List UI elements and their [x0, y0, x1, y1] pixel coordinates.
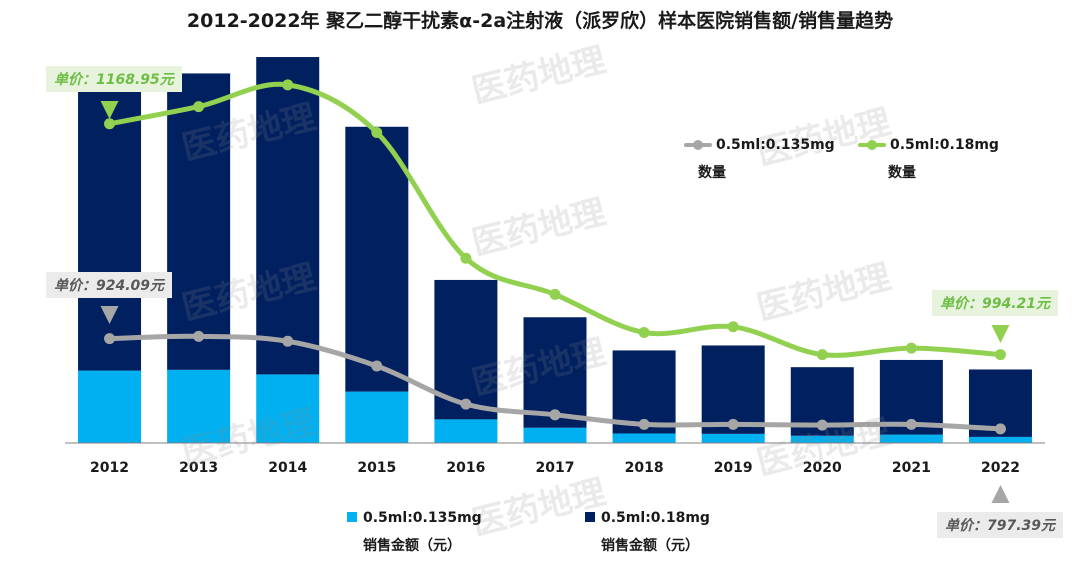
x-tick-label: 2020	[803, 460, 842, 476]
point-small-2012	[104, 333, 116, 345]
point-large-2015	[371, 126, 383, 138]
bar-small-2013	[167, 369, 231, 443]
arrow-down-icon	[100, 101, 119, 119]
x-tick-label: 2022	[981, 460, 1020, 476]
bar-small-2017	[523, 427, 587, 443]
point-large-2014	[282, 79, 294, 91]
x-tick-label: 2012	[90, 460, 129, 476]
legend-line-small: 0.5ml:0.135mg 数量	[684, 137, 835, 182]
x-tick-label: 2021	[892, 460, 931, 476]
point-small-2013	[193, 330, 205, 342]
point-small-2016	[460, 398, 472, 410]
point-large-2018	[638, 327, 650, 339]
arrow-down-icon	[100, 306, 119, 324]
arrow-up-icon	[991, 485, 1010, 503]
point-large-2017	[549, 288, 561, 300]
legend-bar-large: 0.5ml:0.18mg 销售金额（元）	[585, 510, 710, 555]
legend-line-small-icon	[684, 138, 712, 150]
bar-small-2015	[345, 391, 409, 443]
x-tick-label: 2014	[268, 460, 307, 476]
x-tick-label: 2018	[625, 460, 664, 476]
point-small-2021	[905, 418, 917, 430]
x-tick-label: 2015	[357, 460, 396, 476]
legend-line-large-label: 0.5ml:0.18mg	[890, 137, 999, 153]
bar-large-2014	[256, 57, 320, 375]
legend-line-large: 0.5ml:0.18mg 数量	[858, 137, 999, 182]
bar-small-2022	[968, 436, 1032, 443]
x-tick-label: 2016	[446, 460, 485, 476]
point-large-2020	[816, 349, 828, 361]
legend-bar-small-sub: 销售金额（元）	[363, 538, 461, 554]
bar-small-2021	[879, 434, 943, 443]
point-large-2016	[460, 252, 472, 264]
bar-large-2015	[345, 126, 409, 392]
x-tick-label: 2019	[714, 460, 753, 476]
point-large-2013	[193, 101, 205, 113]
legend-bar-small-label: 0.5ml:0.135mg	[363, 510, 482, 526]
point-large-2012	[104, 118, 116, 130]
point-large-2019	[727, 321, 739, 333]
callout-arrows	[100, 101, 1010, 503]
point-small-2015	[371, 360, 383, 372]
price-callout-2022-large: 单价：994.21元	[932, 290, 1059, 316]
legend-bar-large-sub: 销售金额（元）	[601, 538, 699, 554]
bar-large-2013	[167, 73, 231, 370]
line-large-quantity	[107, 81, 1003, 358]
legend-bar-large-swatch	[585, 512, 595, 522]
point-large-2021	[905, 342, 917, 354]
price-callout-2022-small: 单价：797.39元	[937, 512, 1064, 538]
lines-layer	[104, 79, 1006, 435]
price-callout-2012-large: 单价：1168.95元	[46, 66, 182, 92]
bar-small-2014	[256, 374, 320, 443]
legend-bar-small: 0.5ml:0.135mg 销售金额（元）	[347, 510, 482, 555]
bar-small-2019	[701, 433, 765, 443]
bar-small-2018	[612, 433, 676, 443]
legend-line-large-icon	[858, 138, 886, 150]
legend-bar-large-label: 0.5ml:0.18mg	[601, 510, 710, 526]
point-large-2022	[994, 349, 1006, 361]
legend-line-small-label: 0.5ml:0.135mg	[716, 137, 835, 153]
legend-bar-small-swatch	[347, 512, 357, 522]
x-tick-labels: 2012 2013 2014 2015 2016 2017 2018 2019 2020 2021…	[90, 460, 1020, 476]
point-small-2020	[816, 419, 828, 431]
x-tick-label: 2013	[179, 460, 218, 476]
point-small-2022	[994, 423, 1006, 435]
bar-small-2020	[790, 435, 854, 443]
legend-line-large-sub: 数量	[888, 165, 916, 181]
chart-title: 2012-2022年 聚乙二醇干扰素α-2a注射液（派罗欣）样本医院销售额/销售…	[186, 10, 894, 32]
point-small-2017	[549, 409, 561, 421]
price-callout-2012-small: 单价：924.09元	[46, 272, 173, 298]
legend-line-small-sub: 数量	[698, 165, 726, 181]
bars-layer	[78, 57, 1032, 443]
bar-small-2016	[434, 419, 498, 443]
arrow-down-icon	[991, 325, 1010, 343]
point-small-2019	[727, 418, 739, 430]
x-tick-label: 2017	[536, 460, 575, 476]
point-small-2018	[638, 418, 650, 430]
bar-small-2012	[78, 370, 142, 443]
point-small-2014	[282, 335, 294, 347]
